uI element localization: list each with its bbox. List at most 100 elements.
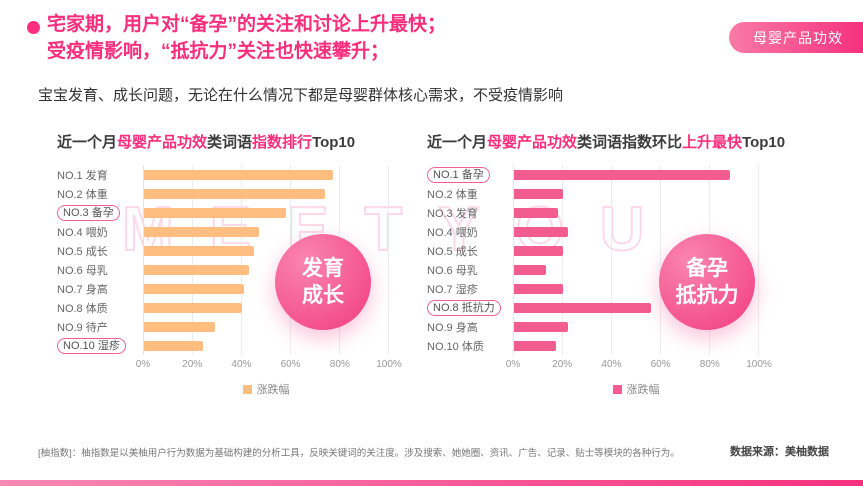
legend-label: 涨跌幅 [626, 384, 660, 396]
circle-line: 备孕 [686, 257, 728, 280]
bar [514, 245, 563, 256]
chart-row [144, 241, 389, 260]
axis-tick: 20% [182, 359, 203, 370]
bullet-dot-icon [27, 21, 40, 34]
bar [144, 207, 287, 218]
category-label: NO.3 发育 [427, 207, 478, 220]
axis-tick: 40% [231, 359, 252, 370]
category-label: NO.7 湿疹 [427, 283, 478, 296]
category-labels: NO.1 备孕 NO.2 体重 NO.3 发育 NO.4 喂奶 NO.5 成长 NO.6 … [427, 165, 513, 355]
legend-label: 涨跌幅 [256, 384, 290, 396]
category-label: NO.9 身高 [427, 321, 478, 334]
axis-tick: 100% [746, 359, 772, 370]
x-axis: 0% 20% 40% 60% 80% 100% [136, 359, 402, 372]
bar [144, 321, 216, 332]
bar [514, 169, 730, 180]
legend-swatch [612, 384, 622, 394]
chart-row [514, 241, 759, 260]
axis-tick: 40% [601, 359, 622, 370]
chart-title: 近一个月母婴产品功效类词语指数排行Top10 [57, 131, 389, 152]
bar [514, 264, 546, 275]
bar [144, 245, 255, 256]
chart-row [514, 260, 759, 279]
bar [514, 302, 652, 313]
axis-tick: 80% [329, 359, 350, 370]
category-labels: NO.1 发育 NO.2 体重 NO.3 备孕 NO.4 喂奶 NO.5 成长 NO.6 … [57, 165, 143, 355]
headline-line2: 受疫情影响，“抵抗力”关注也快速攀升； [47, 41, 390, 62]
chart-row [144, 336, 389, 355]
chart-row [514, 279, 759, 298]
highlight-circle: 备孕 抵抗力 [659, 234, 755, 330]
circle-line: 抵抗力 [675, 284, 739, 307]
category-label: NO.10 体质 [427, 340, 484, 353]
subheadline: 宝宝发育、成长问题，无论在什么情况下都是母婴群体核心需求，不受疫情影响 [38, 87, 564, 104]
chart-row [144, 203, 389, 222]
axis-tick: 60% [280, 359, 301, 370]
chart-title-part: 母婴产品功效 [117, 134, 208, 151]
chart-row [144, 184, 389, 203]
category-label: NO.6 母乳 [57, 264, 108, 277]
footnote: [柚指数]：柚指数是以美柚用户行为数据为基础构建的分析工具，反映关键词的关注度。… [38, 448, 680, 459]
category-label: NO.1 备孕 [427, 166, 490, 183]
chart-title-part: 上升最快 [682, 134, 743, 151]
chart-row [514, 184, 759, 203]
chart-row [514, 336, 759, 355]
bar [514, 188, 563, 199]
highlight-circle: 发育 成长 [275, 234, 371, 330]
category-badge: 母婴产品功效 [729, 22, 863, 53]
bar [144, 226, 260, 237]
chart-row [514, 222, 759, 241]
circle-line: 成长 [302, 284, 344, 307]
category-label: NO.2 体重 [427, 188, 478, 201]
legend-swatch [242, 384, 252, 394]
chart-title-part: 类词语指数环比 [577, 134, 683, 151]
chart-title: 近一个月母婴产品功效类词语指数环比上升最快Top10 [427, 131, 785, 152]
chart-title-part: 近一个月 [427, 134, 488, 151]
axis-tick: 0% [135, 359, 151, 370]
bar [144, 169, 333, 180]
chart-row [514, 317, 759, 336]
chart-row [144, 298, 389, 317]
category-label: NO.4 喂奶 [57, 226, 108, 239]
chart-row [144, 222, 389, 241]
category-label: NO.5 成长 [57, 245, 108, 258]
category-label: NO.2 体重 [57, 188, 108, 201]
chart-row [144, 279, 389, 298]
axis-tick: 20% [552, 359, 573, 370]
bar [514, 226, 568, 237]
bar [514, 321, 568, 332]
bar [144, 188, 326, 199]
chart-row [144, 317, 389, 336]
x-axis: 0% 20% 40% 60% 80% 100% [506, 359, 772, 372]
bar [144, 340, 203, 351]
bar [514, 340, 556, 351]
bar [514, 207, 559, 218]
chart-row [514, 165, 759, 184]
category-label: NO.4 喂奶 [427, 226, 478, 239]
category-label: NO.1 发育 [57, 169, 108, 182]
growth-chart: 近一个月母婴产品功效类词语指数环比上升最快Top10 NO.1 备孕 NO.2 体… [427, 131, 785, 397]
legend: 涨跌幅 [143, 381, 389, 397]
chart-title-part: Top10 [742, 134, 786, 151]
chart-row [514, 203, 759, 222]
bar [144, 283, 245, 294]
legend: 涨跌幅 [513, 381, 759, 397]
bottom-accent-bar [0, 480, 863, 486]
bar [144, 264, 250, 275]
headline-line1: 宅家期，用户对“备孕”的关注和讨论上升最快； [47, 14, 447, 35]
chart-row [144, 260, 389, 279]
category-label: NO.7 身高 [57, 283, 108, 296]
circle-line: 发育 [302, 257, 344, 280]
category-label: NO.6 母乳 [427, 264, 478, 277]
axis-tick: 80% [699, 359, 720, 370]
axis-tick: 100% [376, 359, 402, 370]
bar [144, 302, 242, 313]
category-label: NO.5 成长 [427, 245, 478, 258]
data-source: 数据来源：美柚数据 [730, 446, 829, 458]
axis-tick: 0% [505, 359, 521, 370]
axis-tick: 60% [650, 359, 671, 370]
category-label: NO.10 湿疹 [57, 337, 126, 354]
chart-title-part: 近一个月 [57, 134, 118, 151]
chart-title-part: 指数排行 [252, 134, 313, 151]
headline: 宅家期，用户对“备孕”的关注和讨论上升最快； 受疫情影响，“抵抗力”关注也快速攀… [47, 11, 446, 65]
